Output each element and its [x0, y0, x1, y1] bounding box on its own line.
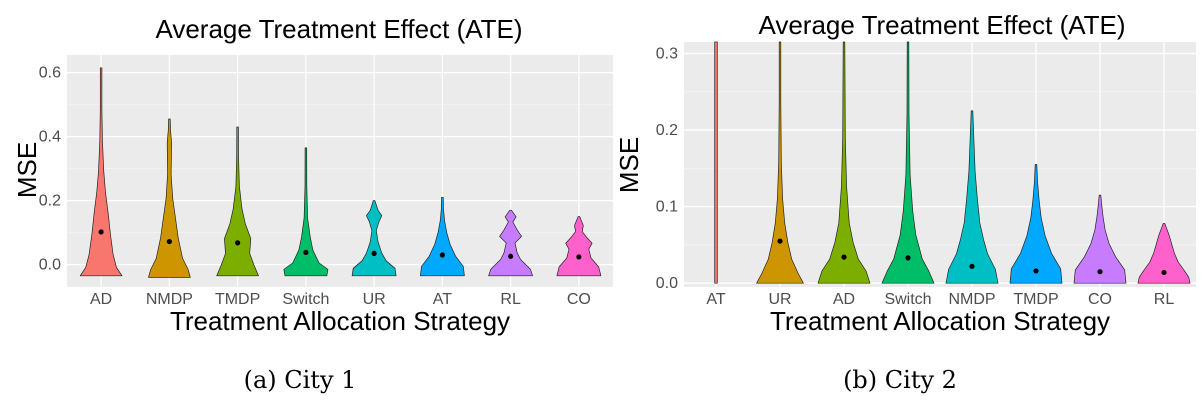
- violin-tmdp: [1009, 164, 1063, 284]
- y-tick-label: 0.3: [656, 45, 678, 62]
- x-tick-label-at: AT: [706, 291, 725, 308]
- x-tick-label-at: AT: [433, 291, 452, 308]
- x-tick-label-rl: RL: [500, 291, 521, 308]
- y-tick-label: 0.4: [39, 129, 61, 146]
- mean-point-ad: [841, 254, 847, 260]
- violin-switch: [881, 41, 935, 284]
- x-tick-label-tmdp: TMDP: [215, 291, 260, 308]
- y-axis-label: MSE: [614, 137, 644, 193]
- x-axis-label: Treatment Allocation Strategy: [170, 306, 510, 336]
- mean-point-co: [576, 254, 582, 260]
- x-tick-label-co: CO: [1088, 291, 1112, 308]
- violin-at: [420, 197, 465, 277]
- violins: [79, 67, 602, 278]
- plot-panel: [67, 55, 613, 287]
- chart-title: Average Treatment Effect (ATE): [758, 10, 1125, 40]
- x-tick-label-co: CO: [567, 291, 591, 308]
- x-tick-label-rl: RL: [1154, 291, 1175, 308]
- x-tick-label-nmdp: NMDP: [948, 291, 995, 308]
- plot-panel: [684, 42, 1196, 287]
- mean-point-tmdp: [1033, 268, 1039, 274]
- y-axis-label: MSE: [12, 142, 42, 198]
- violin-ad: [79, 67, 123, 277]
- mean-point-at: [439, 252, 445, 258]
- mean-point-switch: [303, 249, 309, 256]
- x-tick-label-ad: AD: [90, 291, 112, 308]
- x-tick-label-nmdp: NMDP: [146, 291, 193, 308]
- violin-nmdp: [945, 110, 999, 284]
- mean-point-nmdp: [166, 238, 172, 245]
- violin-at: [714, 41, 718, 284]
- mean-point-rl: [508, 253, 514, 259]
- mean-point-ad: [98, 229, 104, 235]
- x-axis-label: Treatment Allocation Strategy: [770, 306, 1110, 336]
- mean-point-ur: [371, 250, 377, 256]
- x-tick-labels: AT UR AD Switch NMDP TMDP CO RL: [706, 291, 1174, 308]
- mean-point-rl: [1161, 269, 1167, 276]
- panel-city-2: Average Treatment Effect (ATE) 0.0 0.1 0.2…: [614, 10, 1196, 394]
- violin-co: [556, 216, 602, 277]
- panel-city-1: Average Treatment Effect (ATE) 0.0 0.2 0.4…: [12, 14, 613, 394]
- violin-tmdp: [216, 126, 259, 277]
- violin-ur: [351, 200, 397, 277]
- y-tick-label: 0.6: [39, 65, 61, 82]
- x-tick-label-switch: Switch: [282, 291, 329, 308]
- chart-title: Average Treatment Effect (ATE): [155, 14, 522, 44]
- violins: [714, 41, 1191, 284]
- mean-point-tmdp: [235, 240, 241, 246]
- y-tick-labels: 0.0 0.1 0.2 0.3: [656, 45, 678, 292]
- mean-point-ur: [777, 238, 783, 244]
- violin-rl: [1137, 223, 1191, 284]
- x-tick-label-tmdp: TMDP: [1013, 291, 1058, 308]
- caption: (a) City 1: [244, 366, 357, 394]
- caption: (b) City 2: [843, 366, 957, 394]
- y-tick-label: 0.1: [656, 199, 678, 216]
- x-tick-label-ad: AD: [833, 291, 855, 308]
- y-tick-labels: 0.0 0.2 0.4 0.6: [39, 65, 61, 274]
- x-tick-label-ur: UR: [768, 291, 791, 308]
- violin-switch: [283, 147, 329, 277]
- x-tick-labels: AD NMDP TMDP Switch UR AT RL CO: [90, 291, 591, 308]
- violin-rl: [488, 209, 533, 277]
- x-tick-label-ur: UR: [363, 291, 386, 308]
- violin-nmdp: [148, 118, 191, 278]
- violin-co: [1073, 194, 1127, 284]
- violin-ur: [756, 41, 804, 284]
- mean-point-co: [1097, 269, 1103, 275]
- violin-ad: [817, 41, 871, 284]
- mean-point-switch: [905, 255, 911, 261]
- mean-point-nmdp: [969, 263, 975, 269]
- x-tick-label-switch: Switch: [884, 291, 931, 308]
- y-tick-label: 0.0: [656, 275, 678, 292]
- y-tick-label: 0.2: [656, 122, 678, 139]
- y-tick-label: 0.2: [39, 193, 61, 210]
- y-tick-label: 0.0: [39, 257, 61, 274]
